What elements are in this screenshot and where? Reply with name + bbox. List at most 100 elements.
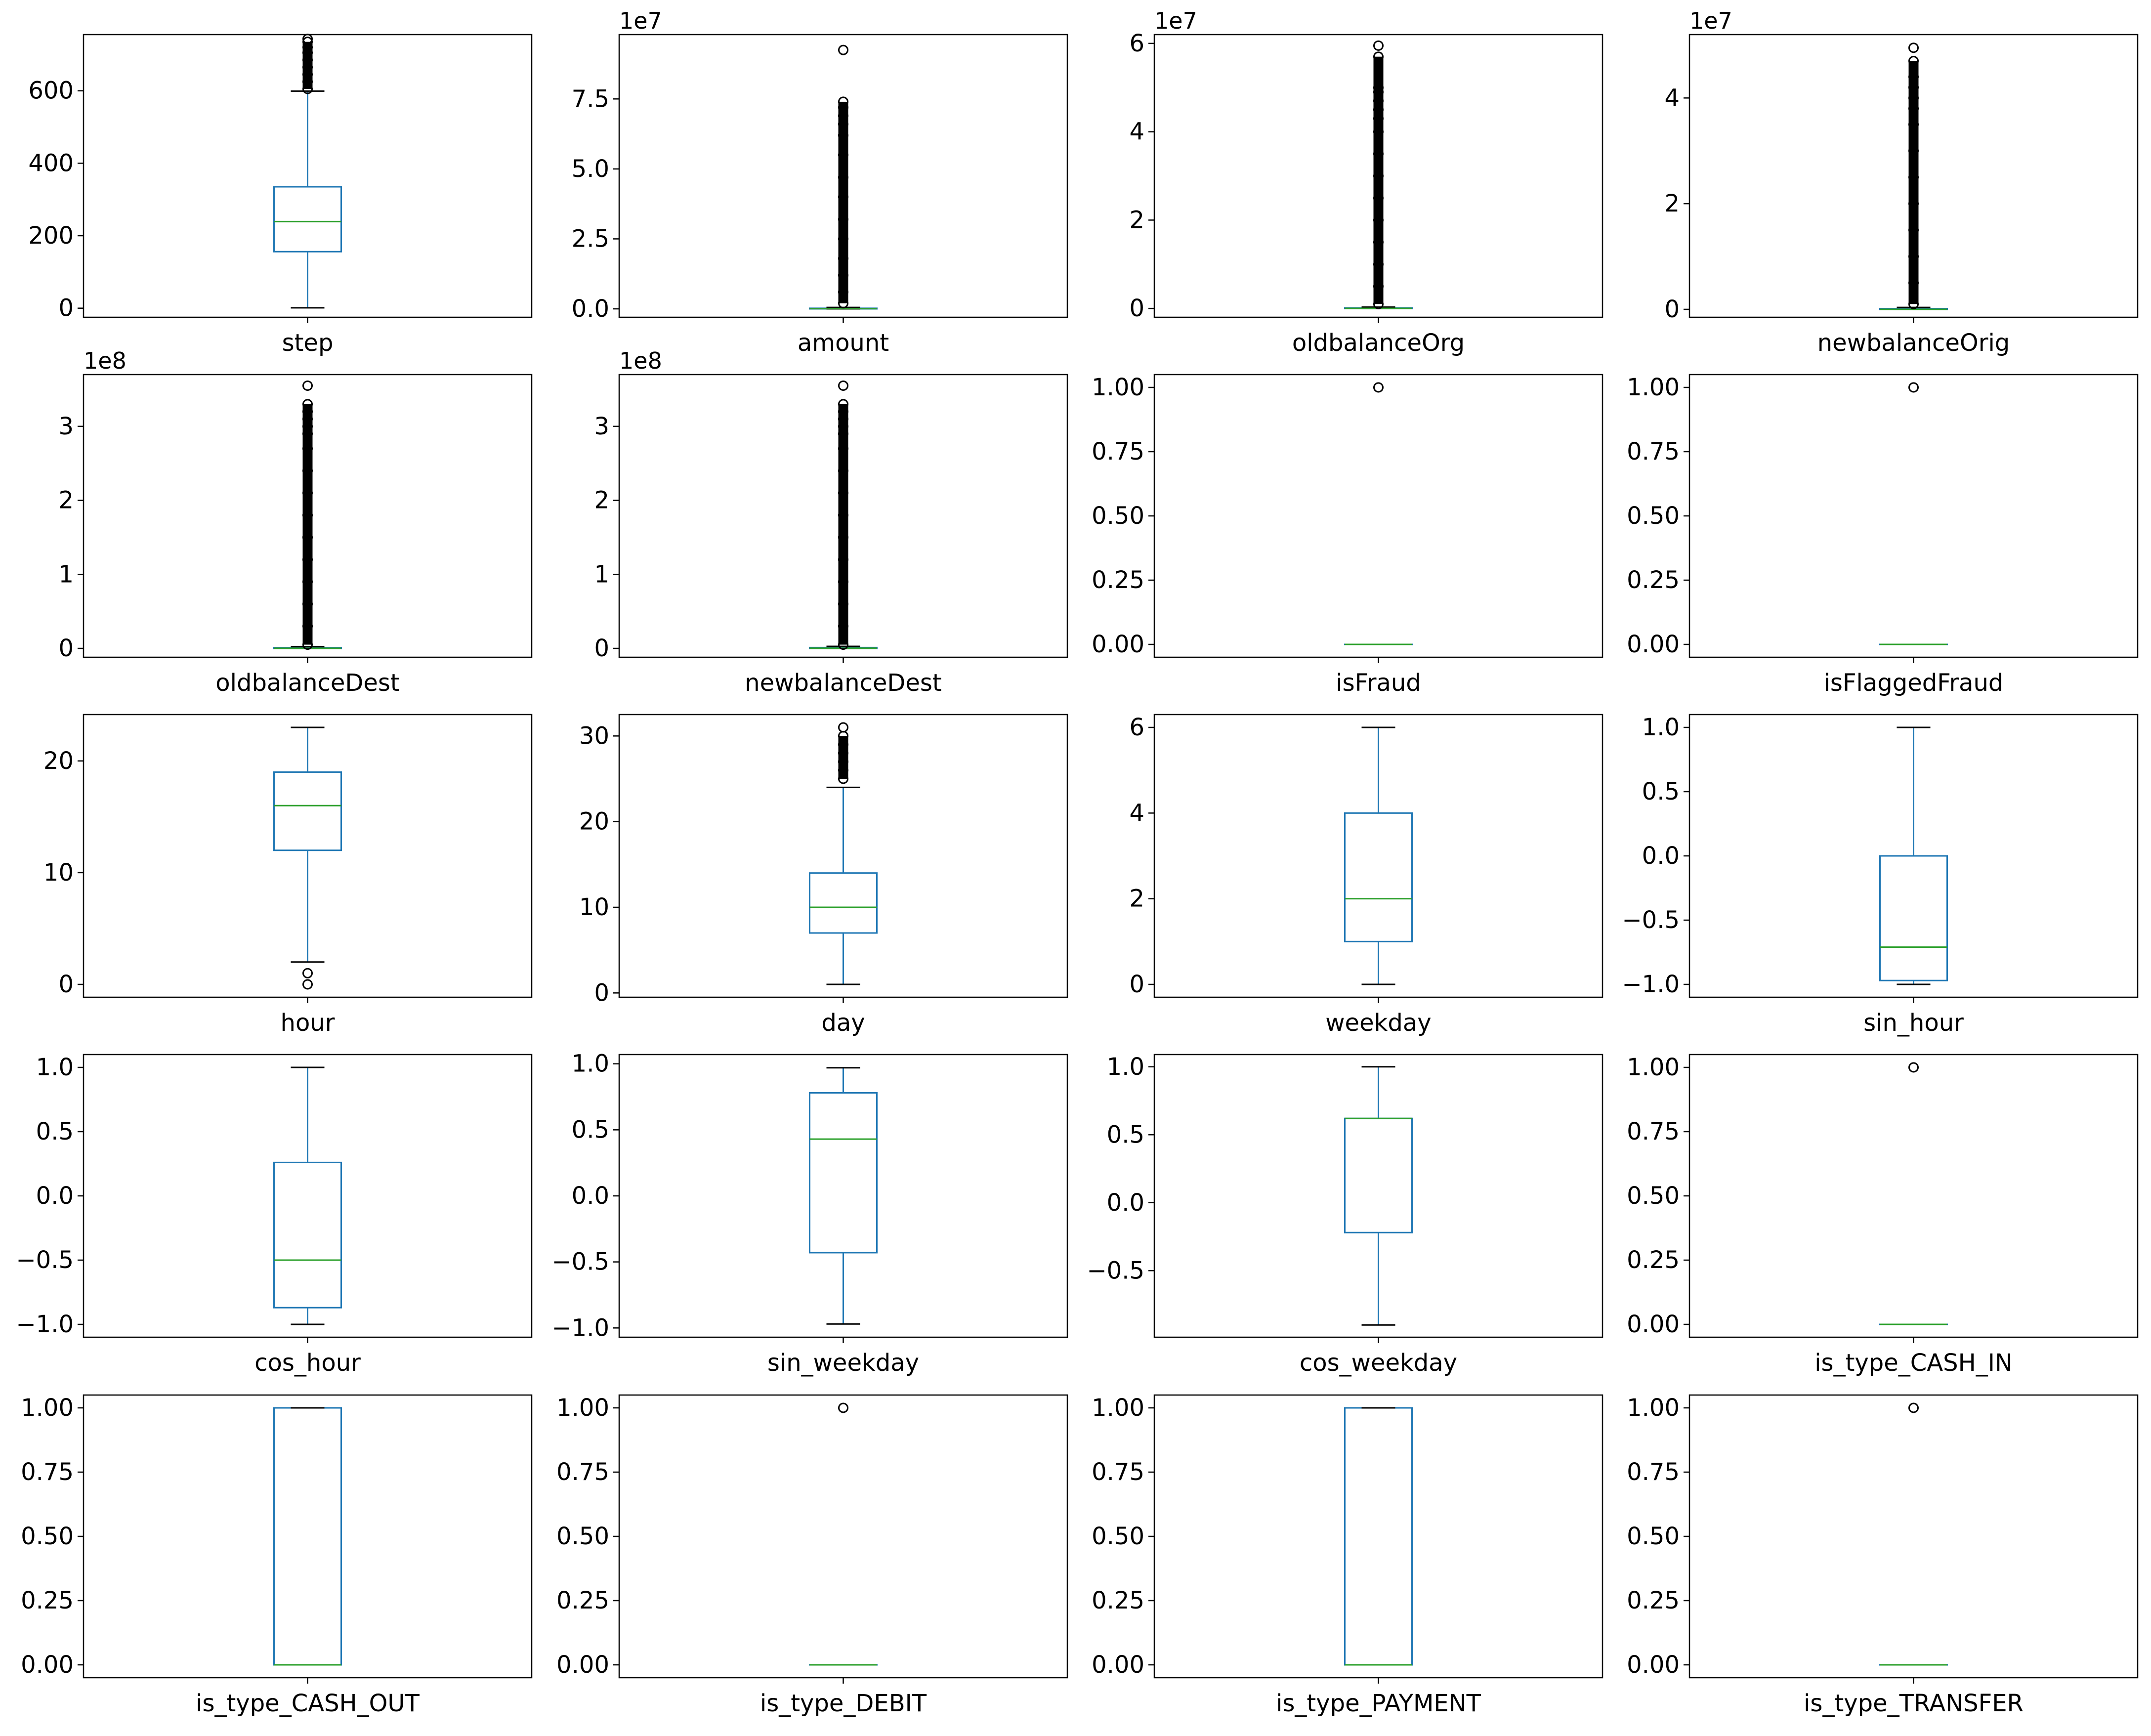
outlier-point	[302, 488, 313, 499]
axes-frame	[618, 1394, 1068, 1679]
subplot-is_type_TRANSFER: 0.00 0.25 0.50 0.75 1.00 is_type_TRANSFER	[1627, 1394, 2139, 1717]
y-tick-label: 1.0	[1642, 714, 1680, 741]
outlier-point	[302, 554, 313, 565]
y-tick-label: 0.25	[21, 1587, 74, 1614]
outlier-point	[1373, 51, 1384, 62]
outlier-point	[1373, 382, 1384, 393]
outlier-point	[1908, 1062, 1919, 1073]
y-tick-label: 1	[594, 560, 609, 588]
y-tick-label: 6	[1129, 714, 1144, 741]
outlier-point	[302, 84, 313, 94]
outlier-point	[1908, 42, 1919, 53]
outlier-point	[1373, 193, 1384, 204]
outlier-point	[838, 96, 848, 107]
subplot-hour: 0 10 20 hour	[43, 714, 533, 1037]
outlier-point	[1908, 92, 1919, 103]
y-tick-label: 0	[58, 971, 74, 998]
outlier-point	[1373, 127, 1384, 137]
outlier-point	[838, 532, 848, 543]
x-axis-label: isFlaggedFraud	[1824, 669, 2004, 697]
x-axis-label: newbalanceDest	[745, 669, 942, 697]
outlier-point	[838, 406, 848, 417]
y-tick-label: 0.25	[1627, 1587, 1680, 1614]
outlier-point	[302, 47, 313, 58]
outlier-point	[838, 488, 848, 499]
outlier-point	[1373, 40, 1384, 51]
subplot-is_type_DEBIT: 0.00 0.25 0.50 0.75 1.00 is_type_DEBIT	[556, 1394, 1068, 1717]
outlier-point	[1908, 103, 1919, 114]
outlier-point	[1908, 1402, 1919, 1413]
x-axis-label: hour	[281, 1009, 335, 1037]
outlier-point	[838, 130, 848, 141]
outlier-point	[838, 253, 848, 264]
outlier-point	[1908, 278, 1919, 289]
box	[273, 1407, 342, 1666]
subplot-is_type_PAYMENT: 0.00 0.25 0.50 0.75 1.00 is_type_PAYMENT	[1092, 1394, 1603, 1717]
x-axis-label: is_type_DEBIT	[760, 1690, 927, 1717]
box	[273, 186, 342, 253]
y-tick-label: 0.75	[1092, 438, 1144, 466]
outlier-point	[1908, 119, 1919, 130]
y-tick-label: 1.00	[1627, 1054, 1680, 1081]
outlier-point	[838, 380, 848, 391]
outlier-point	[302, 598, 313, 609]
axes-frame	[1688, 1054, 2139, 1338]
outlier-point	[838, 414, 848, 424]
y-tick-label: 0.00	[1627, 1311, 1680, 1338]
x-axis-label: is_type_CASH_IN	[1814, 1349, 2013, 1377]
outlier-point	[302, 510, 313, 521]
outlier-point	[838, 270, 848, 281]
y-tick-label: 0.00	[1627, 1651, 1680, 1679]
y-tick-label: 400	[28, 149, 74, 177]
outlier-point	[838, 621, 848, 632]
y-tick-label: 0.25	[1627, 1246, 1680, 1274]
outlier-point	[838, 722, 848, 733]
y-tick-label: 30	[579, 722, 609, 750]
y-tick-label: 0.0	[36, 1182, 74, 1210]
y-tick-label: 0.75	[1092, 1458, 1144, 1486]
y-tick-label: 10	[579, 893, 609, 921]
outlier-point	[302, 466, 313, 476]
x-axis-label: isFraud	[1336, 669, 1421, 697]
y-tick-label: 0	[58, 295, 74, 322]
y-tick-label: 0.0	[572, 295, 609, 323]
y-tick-label: −0.5	[551, 1248, 609, 1276]
y-tick-label: 0.50	[1627, 1523, 1680, 1550]
x-axis-label: day	[821, 1009, 865, 1037]
y-tick-label: 0.0	[572, 1182, 609, 1210]
y-tick-label: 0	[1129, 971, 1144, 998]
y-tick-label: 4	[1664, 84, 1680, 112]
y-tick-label: 1.0	[36, 1054, 74, 1081]
subplot-cos_hour: −1.0 −0.5 0.0 0.5 1.0 cos_hour	[16, 1054, 533, 1377]
outlier-point	[302, 406, 313, 417]
y-tick-label: 0.00	[1092, 1651, 1144, 1679]
outlier-point	[302, 639, 313, 650]
y-tick-label: 5.0	[572, 155, 609, 183]
outlier-point	[1373, 298, 1384, 309]
y-tick-label: 0.5	[572, 1116, 609, 1143]
outlier-point	[838, 554, 848, 565]
outlier-point	[838, 576, 848, 587]
subplot-weekday: 0 2 4 6 weekday	[1129, 714, 1603, 1037]
outlier-point	[1908, 251, 1919, 262]
x-axis-label: is_type_PAYMENT	[1276, 1690, 1481, 1717]
outlier-band	[1908, 61, 1919, 304]
subplot-is_type_CASH_IN: 0.00 0.25 0.50 0.75 1.00 is_type_CASH_IN	[1627, 1054, 2139, 1377]
outlier-point	[302, 532, 313, 543]
y-tick-label: 10	[43, 859, 74, 887]
outlier-point	[838, 44, 848, 55]
outlier-point	[1373, 237, 1384, 248]
outlier-point	[302, 54, 313, 65]
outlier-point	[302, 380, 313, 391]
y-offset-text: 1e8	[84, 347, 127, 374]
outlier-point	[302, 414, 313, 424]
x-axis-label: is_type_TRANSFER	[1804, 1690, 2024, 1717]
subplot-isFraud: 0.00 0.25 0.50 0.75 1.00 isFraud	[1092, 374, 1603, 697]
outlier-point	[1908, 225, 1919, 236]
y-tick-label: 2	[594, 487, 609, 514]
subplot-sin_hour: −1.0 −0.5 0.0 0.5 1.0 sin_hour	[1622, 714, 2139, 1037]
y-tick-label: 0.00	[1092, 631, 1144, 658]
outlier-point	[1373, 82, 1384, 93]
y-tick-label: 2	[1129, 885, 1144, 913]
